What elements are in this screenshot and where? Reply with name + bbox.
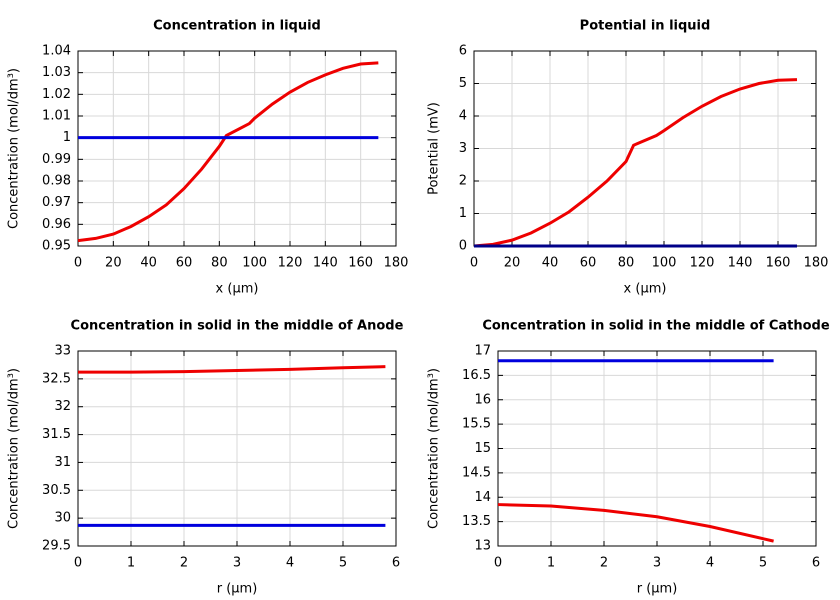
y-tick-label: 14.5 bbox=[462, 465, 491, 480]
x-tick-label: 0 bbox=[470, 256, 478, 271]
y-tick-label: 2 bbox=[459, 174, 467, 189]
x-tick-label: 60 bbox=[580, 256, 597, 271]
y-tick-label: 29.5 bbox=[42, 539, 71, 554]
x-tick-label: 6 bbox=[812, 556, 820, 571]
x-tick-label: 2 bbox=[180, 556, 188, 571]
y-tick-label: 1 bbox=[63, 130, 71, 145]
plot-frame bbox=[497, 350, 817, 547]
x-tick-label: 4 bbox=[286, 556, 294, 571]
y-tick-label: 13 bbox=[474, 539, 491, 554]
y-tick-label: 15.5 bbox=[462, 417, 491, 432]
chart-title: Potential in liquid bbox=[580, 19, 711, 34]
data-line bbox=[497, 503, 774, 543]
x-tick-label: 3 bbox=[233, 556, 241, 571]
x-tick-label: 2 bbox=[600, 556, 608, 571]
x-tick-label: 140 bbox=[728, 256, 753, 271]
y-tick-label: 31.5 bbox=[42, 427, 71, 442]
y-axis-label: Concentration (mol/dm³) bbox=[7, 68, 22, 229]
x-tick-label: 3 bbox=[653, 556, 661, 571]
y-tick-label: 0.99 bbox=[42, 152, 71, 167]
y-tick-label: 31 bbox=[54, 455, 71, 470]
x-tick-label: 0 bbox=[494, 556, 502, 571]
x-tick-label: 120 bbox=[690, 256, 715, 271]
x-tick-label: 20 bbox=[105, 256, 122, 271]
data-line bbox=[78, 365, 386, 374]
y-tick-label: 0.98 bbox=[42, 174, 71, 189]
y-tick-label: 15 bbox=[474, 441, 491, 456]
x-tick-label: 60 bbox=[176, 256, 193, 271]
y-axis-label: Potential (mV) bbox=[427, 102, 442, 195]
x-tick-label: 140 bbox=[313, 256, 338, 271]
x-tick-label: 6 bbox=[392, 556, 400, 571]
y-tick-label: 0.97 bbox=[42, 195, 71, 210]
x-tick-label: 180 bbox=[804, 256, 829, 271]
y-tick-label: 3 bbox=[459, 141, 467, 156]
x-axis-label: x (µm) bbox=[216, 282, 259, 297]
y-axis-label: Concentration (mol/dm³) bbox=[427, 368, 442, 529]
x-tick-label: 40 bbox=[140, 256, 157, 271]
y-tick-label: 1.04 bbox=[42, 44, 71, 59]
x-tick-label: 100 bbox=[652, 256, 677, 271]
x-tick-label: 5 bbox=[759, 556, 767, 571]
y-tick-label: 0.95 bbox=[42, 239, 71, 254]
x-axis-label: x (µm) bbox=[624, 282, 667, 297]
x-tick-label: 5 bbox=[339, 556, 347, 571]
chart-title: Concentration in solid in the middle of … bbox=[482, 319, 830, 334]
x-tick-label: 100 bbox=[242, 256, 267, 271]
x-tick-label: 1 bbox=[547, 556, 555, 571]
y-tick-label: 0 bbox=[459, 239, 467, 254]
x-tick-label: 40 bbox=[542, 256, 559, 271]
y-tick-label: 1.03 bbox=[42, 65, 71, 80]
plot-frame bbox=[77, 350, 397, 547]
y-tick-label: 13.5 bbox=[462, 514, 491, 529]
y-tick-label: 33 bbox=[54, 344, 71, 359]
x-tick-label: 160 bbox=[766, 256, 791, 271]
plot-frame bbox=[77, 50, 397, 247]
x-tick-label: 80 bbox=[211, 256, 228, 271]
y-tick-label: 30.5 bbox=[42, 483, 71, 498]
chart-title: Concentration in solid in the middle of … bbox=[71, 319, 404, 334]
x-tick-label: 20 bbox=[504, 256, 521, 271]
data-line bbox=[473, 78, 798, 248]
y-tick-label: 32 bbox=[54, 399, 71, 414]
x-tick-label: 0 bbox=[74, 556, 82, 571]
y-axis-label: Concentration (mol/dm³) bbox=[7, 368, 22, 529]
x-tick-label: 120 bbox=[278, 256, 303, 271]
x-tick-label: 160 bbox=[348, 256, 373, 271]
x-tick-label: 0 bbox=[74, 256, 82, 271]
y-tick-label: 17 bbox=[474, 344, 491, 359]
x-tick-label: 1 bbox=[127, 556, 135, 571]
y-tick-label: 32.5 bbox=[42, 371, 71, 386]
y-tick-label: 0.96 bbox=[42, 217, 71, 232]
x-tick-label: 80 bbox=[618, 256, 635, 271]
y-tick-label: 5 bbox=[459, 76, 467, 91]
y-tick-label: 16.5 bbox=[462, 368, 491, 383]
y-tick-label: 1 bbox=[459, 206, 467, 221]
y-tick-label: 6 bbox=[459, 44, 467, 59]
x-axis-label: r (µm) bbox=[217, 582, 258, 597]
y-tick-label: 4 bbox=[459, 109, 467, 124]
x-tick-label: 180 bbox=[384, 256, 409, 271]
x-axis-label: r (µm) bbox=[637, 582, 678, 597]
y-tick-label: 1.02 bbox=[42, 87, 71, 102]
data-line bbox=[77, 61, 379, 243]
x-tick-label: 4 bbox=[706, 556, 714, 571]
y-tick-label: 14 bbox=[474, 490, 491, 505]
chart-title: Concentration in liquid bbox=[153, 19, 321, 34]
y-tick-label: 16 bbox=[474, 392, 491, 407]
y-tick-label: 30 bbox=[54, 511, 71, 526]
y-tick-label: 1.01 bbox=[42, 109, 71, 124]
